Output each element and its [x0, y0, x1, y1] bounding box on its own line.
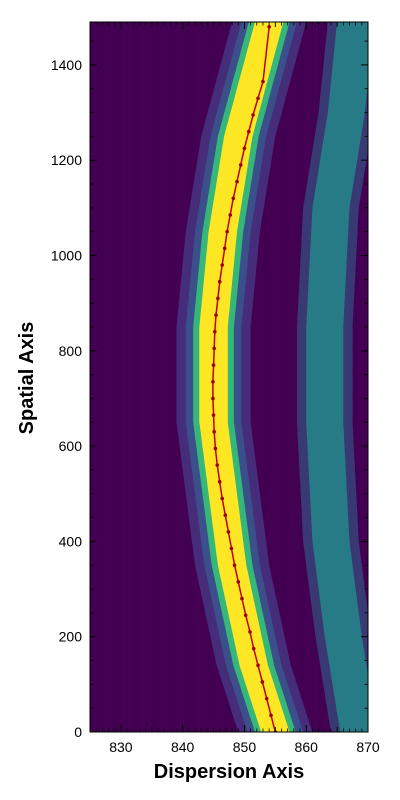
trace-point: [225, 230, 229, 234]
trace-point: [252, 647, 256, 651]
trace-point: [251, 113, 255, 117]
trace-point: [256, 96, 260, 100]
trace-point: [235, 180, 239, 184]
trace-point: [212, 363, 216, 367]
heatmap-column: [152, 22, 158, 732]
x-tick-label: 840: [171, 739, 195, 755]
y-tick-label: 1000: [51, 247, 82, 263]
y-tick-label: 800: [59, 343, 83, 359]
x-tick-label: 870: [356, 739, 380, 755]
trace-point: [236, 580, 240, 584]
heatmap-column: [90, 22, 96, 732]
trace-point: [212, 413, 216, 417]
x-tick-label: 860: [295, 739, 319, 755]
heatmap-column: [109, 22, 115, 732]
trace-point: [223, 247, 227, 251]
x-axis-label: Dispersion Axis: [154, 761, 304, 783]
heatmap-column: [282, 22, 288, 732]
trace-point: [256, 663, 260, 667]
x-tick-label: 850: [233, 739, 257, 755]
heatmap-column: [146, 22, 152, 732]
trace-point: [240, 597, 244, 601]
y-axis-label: Spatial Axis: [16, 322, 38, 435]
trace-point: [211, 380, 215, 384]
trace-point: [248, 630, 252, 634]
trace-point: [269, 714, 273, 718]
trace-point: [211, 397, 215, 401]
y-tick-label: 1200: [51, 152, 82, 168]
trace-point: [220, 497, 224, 501]
trace-point: [212, 430, 216, 434]
trace-point: [232, 197, 236, 201]
trace-point: [220, 263, 224, 267]
x-tick-label: 830: [109, 739, 133, 755]
y-tick-label: 400: [59, 533, 83, 549]
heatmap-column: [170, 22, 176, 732]
trace-point: [239, 163, 243, 167]
trace-point: [218, 280, 222, 284]
heatmap-layer: [90, 22, 387, 734]
trace-point: [265, 697, 269, 701]
heatmap-column: [164, 22, 170, 732]
plot-area: [90, 22, 387, 734]
trace-point: [243, 146, 247, 150]
y-tick-label: 600: [59, 438, 83, 454]
trace-point: [223, 513, 227, 517]
heatmap-column: [115, 22, 121, 732]
trace-point: [214, 313, 218, 317]
heatmap-column: [96, 22, 102, 732]
trace-point: [228, 213, 232, 217]
trace-point: [215, 463, 219, 467]
trace-point: [267, 25, 271, 29]
trace-point: [216, 297, 220, 301]
trace-point: [233, 563, 237, 567]
trace-point: [212, 347, 216, 351]
heatmap-column: [127, 22, 133, 732]
trace-point: [218, 480, 222, 484]
heatmap-column: [133, 22, 139, 732]
y-tick-label: 1400: [51, 57, 82, 73]
trace-point: [214, 447, 218, 451]
trace-point: [247, 130, 251, 134]
y-tick-label: 0: [74, 724, 82, 740]
trace-point: [227, 530, 231, 534]
trace-point: [230, 547, 234, 551]
trace-point: [213, 330, 217, 334]
y-tick-label: 200: [59, 629, 83, 645]
trace-point: [244, 613, 248, 617]
trace-point: [261, 680, 265, 684]
trace-point: [261, 80, 265, 84]
